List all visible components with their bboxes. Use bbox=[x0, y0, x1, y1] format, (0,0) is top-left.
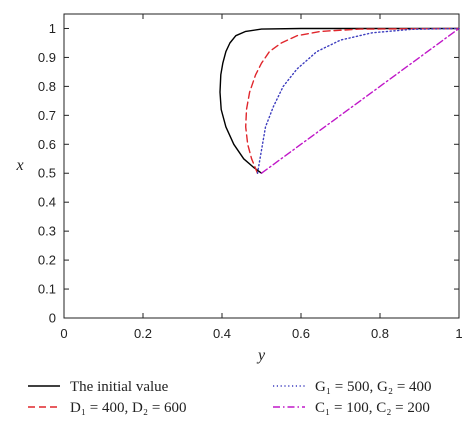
legend-label-1: The initial value bbox=[70, 379, 169, 395]
series-line-2 bbox=[245, 27, 460, 174]
y-tick-label: 0.1 bbox=[38, 282, 56, 297]
x-tick-label: 0.6 bbox=[292, 326, 310, 341]
x-tick-label: 0 bbox=[60, 326, 67, 341]
y-tick-label: 0.6 bbox=[38, 137, 56, 152]
x-tick-label: 1 bbox=[455, 326, 462, 341]
x-tick-label: 0.2 bbox=[134, 326, 152, 341]
legend-label-4: C₁ = 100, C₂ = 200 bbox=[315, 400, 430, 416]
y-tick-label: 0 bbox=[49, 311, 56, 326]
series-line-3 bbox=[256, 27, 460, 174]
y-tick-label: 1 bbox=[49, 21, 56, 36]
y-tick-label: 0.7 bbox=[38, 108, 56, 123]
plot-area-frame bbox=[63, 13, 460, 319]
y-tick-label: 0.9 bbox=[38, 50, 56, 65]
x-tick-label: 0.4 bbox=[213, 326, 231, 341]
y-tick-label: 0.3 bbox=[38, 224, 56, 239]
x-tick-label: 0.8 bbox=[371, 326, 389, 341]
y-axis-label: x bbox=[15, 157, 23, 174]
y-tick-label: 0.4 bbox=[38, 195, 56, 210]
series-line-1 bbox=[219, 27, 460, 174]
y-tick-label: 0.2 bbox=[38, 253, 56, 268]
x-axis-label: y bbox=[256, 347, 266, 364]
legend-label-2: D₁ = 400, D₂ = 600 bbox=[70, 400, 187, 416]
series-line-4 bbox=[260, 27, 460, 174]
legend-label-3: G₁ = 500, G₂ = 400 bbox=[315, 379, 432, 395]
y-tick-label: 0.8 bbox=[38, 79, 56, 94]
y-tick-label: 0.5 bbox=[38, 166, 56, 181]
